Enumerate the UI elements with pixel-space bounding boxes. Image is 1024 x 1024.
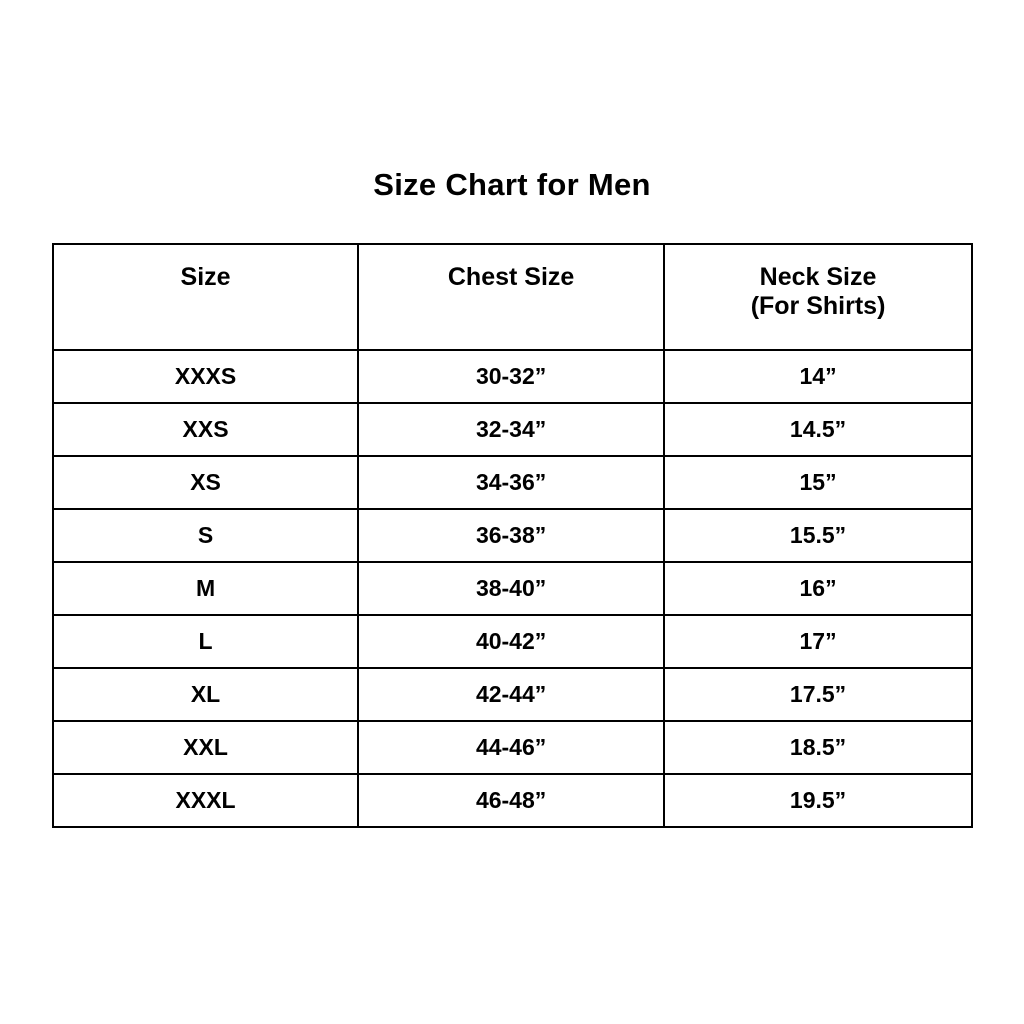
size-chart-table: Size Chest Size Neck Size (For Shirts) X…	[51, 243, 973, 828]
header-row: Size Chest Size Neck Size (For Shirts)	[51, 243, 973, 351]
size-cell: XXXL	[51, 773, 360, 828]
column-header-label: Neck Size	[759, 263, 877, 291]
neck-size-cell: 19.5”	[663, 773, 973, 828]
size-cell: XXL	[51, 720, 360, 775]
table-body: XXXS 30-32” 14” XXS 32-34” 14.5” XS 34-3…	[51, 349, 973, 828]
chest-size-cell: 36-38”	[357, 508, 666, 563]
chest-size-cell: 46-48”	[357, 773, 666, 828]
neck-size-cell: 15.5”	[663, 508, 973, 563]
table-row: XXXS 30-32” 14”	[51, 349, 973, 404]
table-header: Size Chest Size Neck Size (For Shirts)	[51, 243, 973, 351]
size-cell: L	[51, 614, 360, 669]
column-header-neck-size: Neck Size (For Shirts)	[663, 243, 973, 351]
table-row: XXXL 46-48” 19.5”	[51, 773, 973, 828]
table-row: XXL 44-46” 18.5”	[51, 720, 973, 775]
table-row: S 36-38” 15.5”	[51, 508, 973, 563]
chest-size-cell: 34-36”	[357, 455, 666, 510]
column-header-label: Size	[180, 263, 231, 291]
size-cell: M	[51, 561, 360, 616]
neck-size-cell: 17”	[663, 614, 973, 669]
size-cell: XL	[51, 667, 360, 722]
table-row: XS 34-36” 15”	[51, 455, 973, 510]
table-row: XXS 32-34” 14.5”	[51, 402, 973, 457]
neck-size-cell: 14”	[663, 349, 973, 404]
page-title: Size Chart for Men	[373, 167, 651, 202]
table-row: M 38-40” 16”	[51, 561, 973, 616]
size-cell: XS	[51, 455, 360, 510]
neck-size-cell: 14.5”	[663, 402, 973, 457]
size-cell: S	[51, 508, 360, 563]
column-header-size: Size	[51, 243, 360, 351]
chest-size-cell: 44-46”	[357, 720, 666, 775]
chest-size-cell: 32-34”	[357, 402, 666, 457]
chest-size-cell: 42-44”	[357, 667, 666, 722]
chest-size-cell: 38-40”	[357, 561, 666, 616]
chest-size-cell: 40-42”	[357, 614, 666, 669]
chest-size-cell: 30-32”	[357, 349, 666, 404]
neck-size-cell: 17.5”	[663, 667, 973, 722]
size-cell: XXXS	[51, 349, 360, 404]
neck-size-cell: 16”	[663, 561, 973, 616]
column-header-label: Chest Size	[447, 263, 575, 291]
table-row: L 40-42” 17”	[51, 614, 973, 669]
neck-size-cell: 15”	[663, 455, 973, 510]
column-header-sublabel: (For Shirts)	[750, 292, 886, 320]
table-row: XL 42-44” 17.5”	[51, 667, 973, 722]
neck-size-cell: 18.5”	[663, 720, 973, 775]
size-cell: XXS	[51, 402, 360, 457]
column-header-chest-size: Chest Size	[357, 243, 666, 351]
